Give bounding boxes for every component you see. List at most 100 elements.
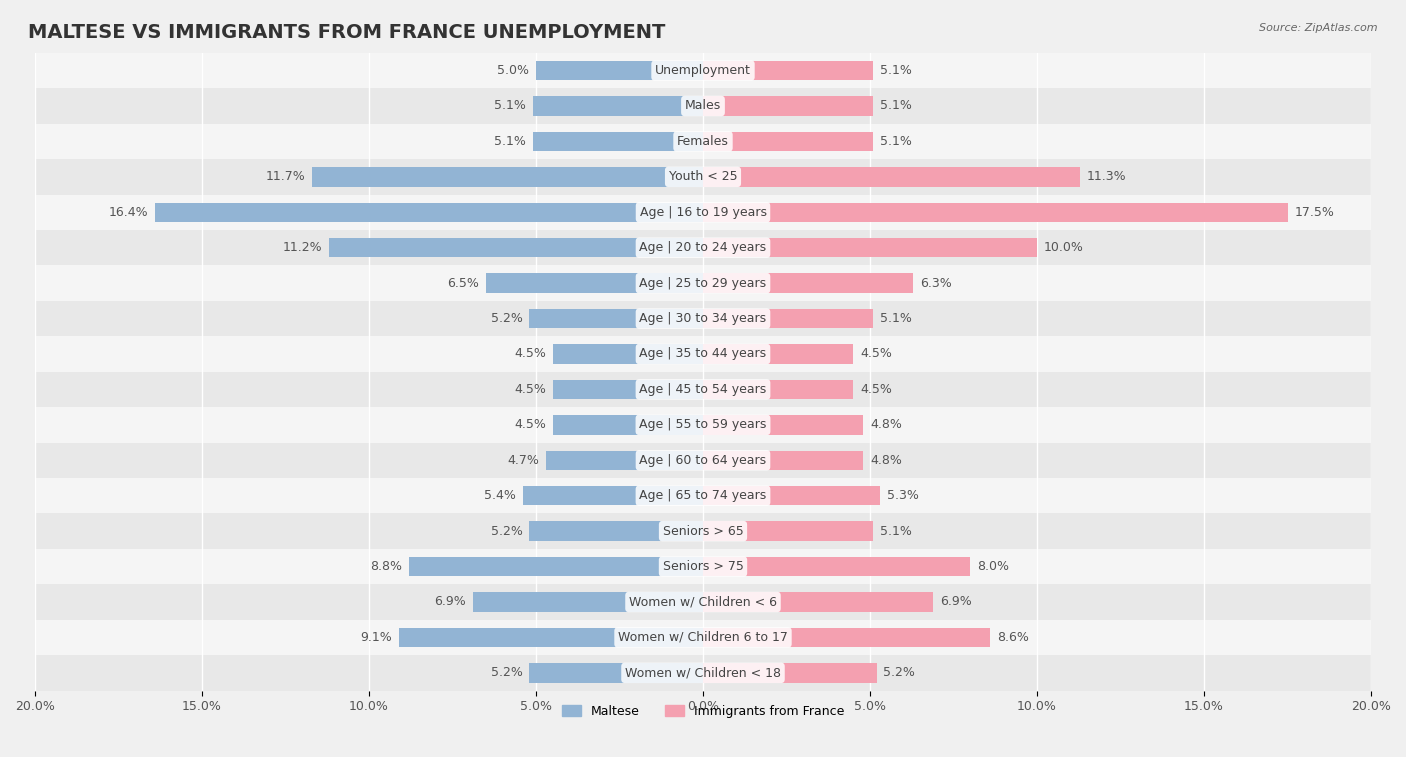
Text: 6.9%: 6.9% (941, 596, 972, 609)
Text: Age | 20 to 24 years: Age | 20 to 24 years (640, 241, 766, 254)
Bar (35, 336, 1371, 372)
Bar (312, 167, 703, 186)
Bar (703, 344, 853, 363)
Bar (329, 238, 703, 257)
Bar (703, 380, 853, 399)
Text: Age | 25 to 29 years: Age | 25 to 29 years (640, 276, 766, 290)
Bar (553, 344, 703, 363)
Text: Age | 45 to 54 years: Age | 45 to 54 years (640, 383, 766, 396)
Text: 4.5%: 4.5% (515, 383, 546, 396)
Text: 11.2%: 11.2% (283, 241, 322, 254)
Bar (703, 203, 1288, 222)
Text: 5.1%: 5.1% (494, 135, 526, 148)
Bar (703, 273, 914, 293)
Bar (703, 628, 990, 647)
Text: 5.3%: 5.3% (887, 489, 918, 502)
Text: 5.1%: 5.1% (494, 99, 526, 113)
Bar (35, 195, 1371, 230)
Text: 4.8%: 4.8% (870, 453, 901, 467)
Text: 9.1%: 9.1% (360, 631, 392, 644)
Text: 4.5%: 4.5% (515, 419, 546, 431)
Bar (35, 513, 1371, 549)
Text: 5.1%: 5.1% (880, 135, 912, 148)
Bar (703, 309, 873, 329)
Bar (35, 620, 1371, 655)
Bar (703, 522, 873, 541)
Text: 6.9%: 6.9% (434, 596, 465, 609)
Text: Age | 60 to 64 years: Age | 60 to 64 years (640, 453, 766, 467)
Text: 4.5%: 4.5% (860, 347, 891, 360)
Bar (703, 96, 873, 116)
Bar (155, 203, 703, 222)
Text: 17.5%: 17.5% (1295, 206, 1334, 219)
Text: Seniors > 75: Seniors > 75 (662, 560, 744, 573)
Text: 5.1%: 5.1% (880, 64, 912, 77)
Bar (523, 486, 703, 506)
Text: Age | 35 to 44 years: Age | 35 to 44 years (640, 347, 766, 360)
Bar (703, 238, 1038, 257)
Text: 16.4%: 16.4% (108, 206, 149, 219)
Bar (703, 132, 873, 151)
Text: 5.1%: 5.1% (880, 525, 912, 537)
Bar (399, 628, 703, 647)
Text: 8.8%: 8.8% (370, 560, 402, 573)
Text: 5.2%: 5.2% (491, 666, 523, 679)
Bar (533, 96, 703, 116)
Bar (35, 89, 1371, 123)
Text: Age | 65 to 74 years: Age | 65 to 74 years (640, 489, 766, 502)
Bar (35, 655, 1371, 690)
Bar (536, 61, 703, 80)
Text: Age | 30 to 34 years: Age | 30 to 34 years (640, 312, 766, 325)
Bar (409, 557, 703, 576)
Text: Females: Females (678, 135, 728, 148)
Text: 11.3%: 11.3% (1087, 170, 1126, 183)
Legend: Maltese, Immigrants from France: Maltese, Immigrants from France (557, 699, 849, 723)
Text: 8.6%: 8.6% (997, 631, 1029, 644)
Text: Women w/ Children 6 to 17: Women w/ Children 6 to 17 (619, 631, 787, 644)
Bar (529, 309, 703, 329)
Bar (703, 486, 880, 506)
Text: 5.1%: 5.1% (880, 99, 912, 113)
Bar (703, 663, 877, 683)
Bar (35, 53, 1371, 89)
Text: 6.5%: 6.5% (447, 276, 479, 290)
Text: Youth < 25: Youth < 25 (669, 170, 737, 183)
Bar (35, 301, 1371, 336)
Text: 11.7%: 11.7% (266, 170, 305, 183)
Text: Males: Males (685, 99, 721, 113)
Bar (703, 167, 1080, 186)
Text: 5.2%: 5.2% (883, 666, 915, 679)
Bar (703, 557, 970, 576)
Text: 5.0%: 5.0% (498, 64, 529, 77)
Text: Source: ZipAtlas.com: Source: ZipAtlas.com (1260, 23, 1378, 33)
Bar (35, 230, 1371, 266)
Text: Age | 16 to 19 years: Age | 16 to 19 years (640, 206, 766, 219)
Bar (35, 549, 1371, 584)
Bar (35, 123, 1371, 159)
Bar (35, 478, 1371, 513)
Text: Women w/ Children < 18: Women w/ Children < 18 (626, 666, 780, 679)
Text: 5.2%: 5.2% (491, 312, 523, 325)
Text: 6.3%: 6.3% (920, 276, 952, 290)
Bar (35, 372, 1371, 407)
Bar (472, 592, 703, 612)
Bar (553, 415, 703, 435)
Bar (35, 584, 1371, 620)
Text: 5.2%: 5.2% (491, 525, 523, 537)
Bar (553, 380, 703, 399)
Text: Age | 55 to 59 years: Age | 55 to 59 years (640, 419, 766, 431)
Bar (529, 663, 703, 683)
Text: 5.4%: 5.4% (484, 489, 516, 502)
Bar (703, 592, 934, 612)
Bar (533, 132, 703, 151)
Bar (35, 159, 1371, 195)
Text: 4.7%: 4.7% (508, 453, 540, 467)
Bar (529, 522, 703, 541)
Bar (703, 415, 863, 435)
Text: 4.5%: 4.5% (515, 347, 546, 360)
Text: Seniors > 65: Seniors > 65 (662, 525, 744, 537)
Text: MALTESE VS IMMIGRANTS FROM FRANCE UNEMPLOYMENT: MALTESE VS IMMIGRANTS FROM FRANCE UNEMPL… (28, 23, 665, 42)
Text: 8.0%: 8.0% (977, 560, 1010, 573)
Bar (703, 450, 863, 470)
Bar (35, 266, 1371, 301)
